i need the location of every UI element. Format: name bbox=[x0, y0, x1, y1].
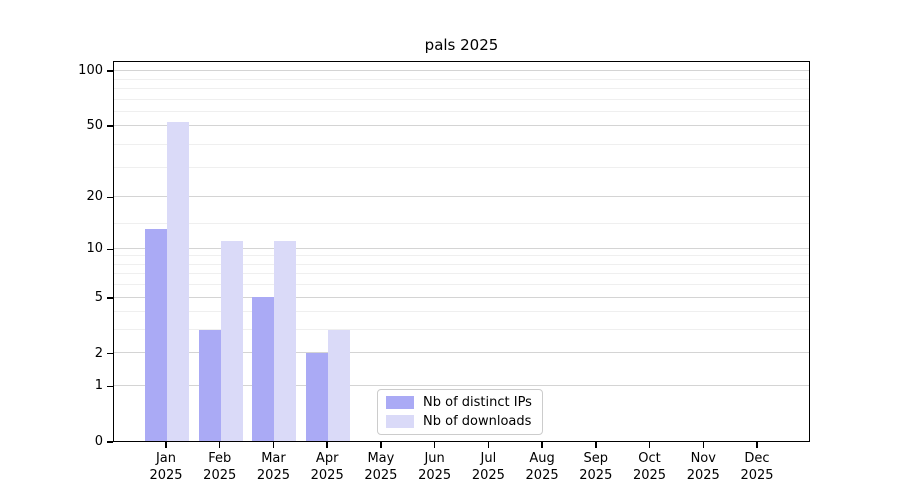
y-tick-mark bbox=[107, 196, 113, 198]
major-gridline bbox=[114, 69, 809, 71]
x-tick-mark bbox=[326, 442, 328, 448]
x-tick-label: Feb 2025 bbox=[203, 451, 237, 483]
chart-title: pals 2025 bbox=[424, 36, 499, 54]
major-gridline bbox=[114, 296, 809, 298]
x-tick-label: Apr 2025 bbox=[310, 451, 344, 483]
plot-area bbox=[113, 61, 810, 442]
legend-swatch-downloads bbox=[386, 415, 414, 428]
minor-gridline bbox=[114, 284, 809, 286]
y-tick-mark bbox=[107, 248, 113, 250]
y-tick-mark bbox=[107, 70, 113, 72]
x-tick-label: Nov 2025 bbox=[686, 451, 720, 483]
minor-gridline bbox=[114, 144, 809, 146]
minor-gridline bbox=[114, 78, 809, 80]
y-tick-label: 10 bbox=[86, 241, 103, 257]
y-tick-label: 50 bbox=[86, 117, 103, 133]
minor-gridline bbox=[114, 111, 809, 113]
minor-gridline bbox=[114, 273, 809, 275]
minor-gridline bbox=[114, 88, 809, 90]
legend-item-distinct-ips: Nb of distinct IPs bbox=[386, 395, 534, 410]
legend: Nb of distinct IPs Nb of downloads bbox=[377, 389, 543, 435]
y-tick-mark bbox=[107, 353, 113, 355]
x-tick-mark bbox=[487, 442, 490, 448]
major-gridline bbox=[114, 124, 809, 126]
x-tick-mark bbox=[702, 442, 704, 448]
minor-gridline bbox=[114, 263, 809, 265]
y-tick-label: 20 bbox=[86, 189, 103, 205]
bar-nb-of-distinct-ips-jan bbox=[145, 228, 167, 441]
y-tick-mark bbox=[107, 297, 113, 299]
bar-nb-of-downloads-jan bbox=[167, 121, 189, 441]
legend-swatch-distinct-ips bbox=[386, 396, 414, 409]
bar-nb-of-distinct-ips-mar bbox=[252, 297, 275, 441]
y-tick-label: 5 bbox=[94, 289, 103, 305]
y-tick-label: 0 bbox=[94, 434, 103, 449]
x-tick-label: Jun 2025 bbox=[418, 451, 452, 483]
x-tick-label: Sep 2025 bbox=[579, 451, 613, 483]
y-tick-label: 100 bbox=[78, 63, 103, 79]
major-gridline bbox=[114, 384, 809, 386]
x-tick-mark bbox=[756, 442, 758, 448]
x-tick-mark bbox=[272, 442, 275, 448]
x-tick-label: Mar 2025 bbox=[256, 451, 290, 483]
minor-gridline bbox=[114, 167, 809, 169]
major-gridline bbox=[114, 195, 809, 197]
bar-nb-of-distinct-ips-feb bbox=[198, 329, 221, 441]
x-tick-mark bbox=[219, 442, 221, 448]
x-tick-label: Aug 2025 bbox=[525, 451, 559, 483]
major-gridline bbox=[114, 247, 809, 249]
y-tick-mark bbox=[107, 125, 113, 127]
x-tick-label: Oct 2025 bbox=[632, 451, 667, 483]
x-tick-mark bbox=[433, 442, 436, 448]
x-tick-mark bbox=[595, 442, 597, 448]
y-tick-label: 1 bbox=[94, 378, 103, 394]
minor-gridline bbox=[114, 222, 809, 224]
bar-nb-of-downloads-mar bbox=[274, 241, 297, 441]
x-tick-label: Jan 2025 bbox=[149, 451, 183, 483]
x-tick-label: Dec 2025 bbox=[740, 451, 774, 483]
legend-label-distinct-ips: Nb of distinct IPs bbox=[423, 395, 532, 410]
legend-item-downloads: Nb of downloads bbox=[386, 414, 534, 429]
x-tick-mark bbox=[541, 442, 543, 448]
y-tick-label: 2 bbox=[94, 345, 103, 361]
major-gridline bbox=[114, 352, 809, 354]
legend-label-downloads: Nb of downloads bbox=[423, 414, 532, 429]
minor-gridline bbox=[114, 329, 809, 331]
minor-gridline bbox=[114, 255, 809, 257]
bar-nb-of-distinct-ips-apr bbox=[306, 352, 329, 441]
x-tick-label: Jul 2025 bbox=[471, 451, 505, 483]
bar-nb-of-downloads-apr bbox=[328, 329, 351, 441]
x-tick-mark bbox=[648, 442, 651, 448]
bar-nb-of-downloads-feb bbox=[220, 241, 243, 441]
x-tick-mark bbox=[165, 442, 167, 448]
y-tick-mark bbox=[107, 441, 113, 443]
minor-gridline bbox=[114, 311, 809, 313]
x-tick-mark bbox=[380, 442, 382, 448]
y-tick-mark bbox=[107, 385, 113, 387]
x-tick-label: May 2025 bbox=[364, 451, 398, 483]
minor-gridline bbox=[114, 99, 809, 101]
